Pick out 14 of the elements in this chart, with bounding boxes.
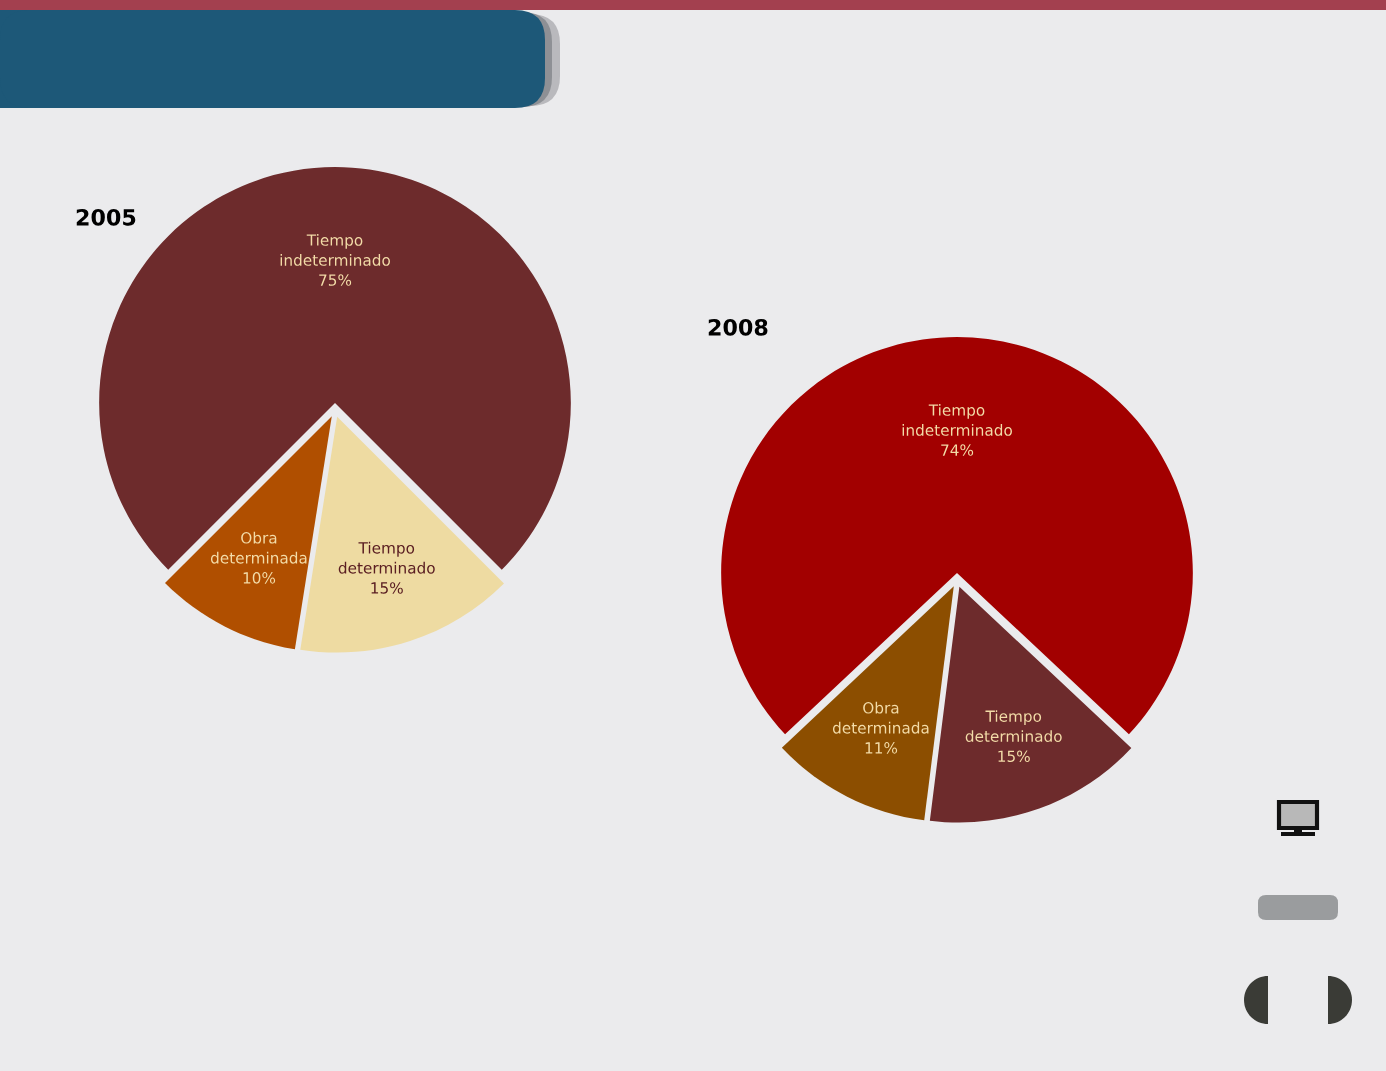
slice-label: Obra determinada — [210, 531, 307, 564]
slice-label: Obra determinada — [832, 701, 929, 734]
data-label: 11% — [865, 742, 898, 754]
data-label: 15% — [371, 582, 403, 594]
slice-label: Tiempo indeterminado — [280, 234, 390, 266]
data-label: 15% — [998, 750, 1030, 762]
slice-label: Tiempo determinado — [965, 710, 1062, 742]
slice-label: Tiempo indeterminado — [902, 404, 1012, 436]
slice-label: Tiempo determinado — [338, 541, 435, 574]
text: 2005 — [76, 208, 136, 226]
data-label: 75% — [319, 274, 352, 286]
chart-title: 2008 — [708, 318, 768, 336]
data-label: 10% — [243, 572, 276, 584]
data-label: 74% — [941, 444, 974, 456]
